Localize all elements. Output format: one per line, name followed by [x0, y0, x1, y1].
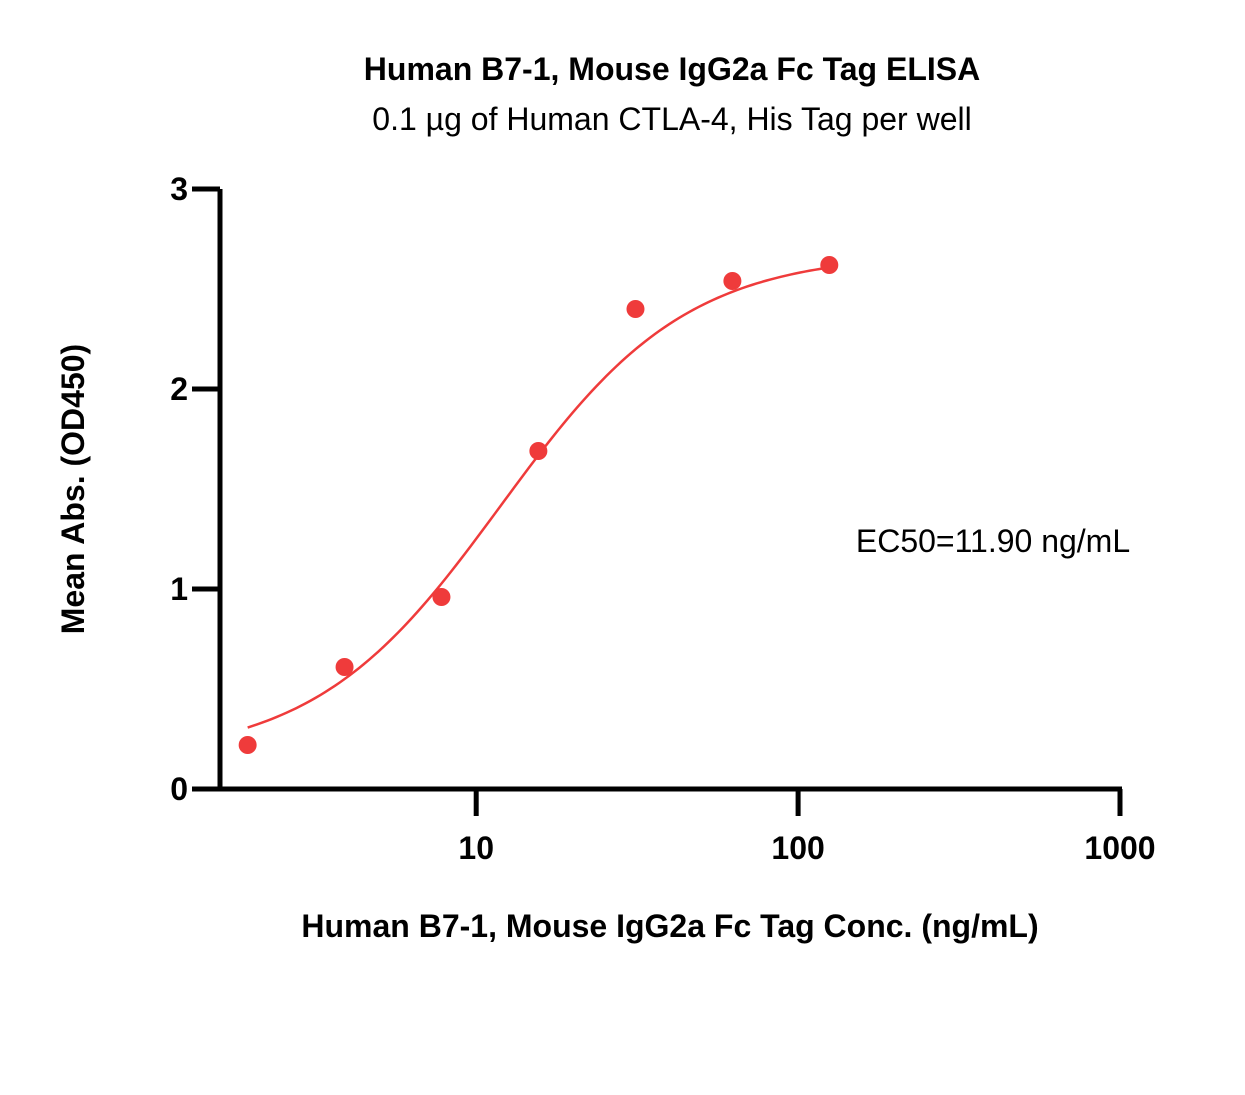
y-axis-label: Mean Abs. (OD450) [55, 344, 91, 634]
data-point [626, 300, 645, 318]
data-point [432, 588, 451, 606]
data-point [238, 736, 257, 754]
x-axis-label: Human B7-1, Mouse IgG2a Fc Tag Conc. (ng… [301, 908, 1038, 944]
data-point [335, 658, 354, 676]
x-tick-label: 10 [458, 830, 494, 866]
y-tick-label: 1 [170, 571, 188, 607]
y-tick-label: 0 [170, 771, 188, 807]
data-point [723, 272, 742, 290]
data-point [820, 256, 839, 274]
ec50-annotation: EC50=11.90 ng/mL [856, 523, 1130, 559]
data-points [238, 256, 839, 754]
chart-title: Human B7-1, Mouse IgG2a Fc Tag ELISA [364, 51, 980, 87]
x-tick-label: 1000 [1084, 830, 1155, 866]
y-axis: 0 1 2 3 [170, 171, 223, 807]
x-tick-label: 100 [771, 830, 824, 866]
data-point [529, 442, 548, 460]
y-tick-label: 3 [170, 171, 188, 207]
chart-subtitle: 0.1 µg of Human CTLA-4, His Tag per well [372, 101, 971, 137]
fit-curve [247, 266, 830, 729]
fit-curve-layer [247, 266, 830, 729]
y-tick-label: 2 [170, 371, 188, 407]
x-axis: 10 100 1000 [192, 786, 1156, 866]
